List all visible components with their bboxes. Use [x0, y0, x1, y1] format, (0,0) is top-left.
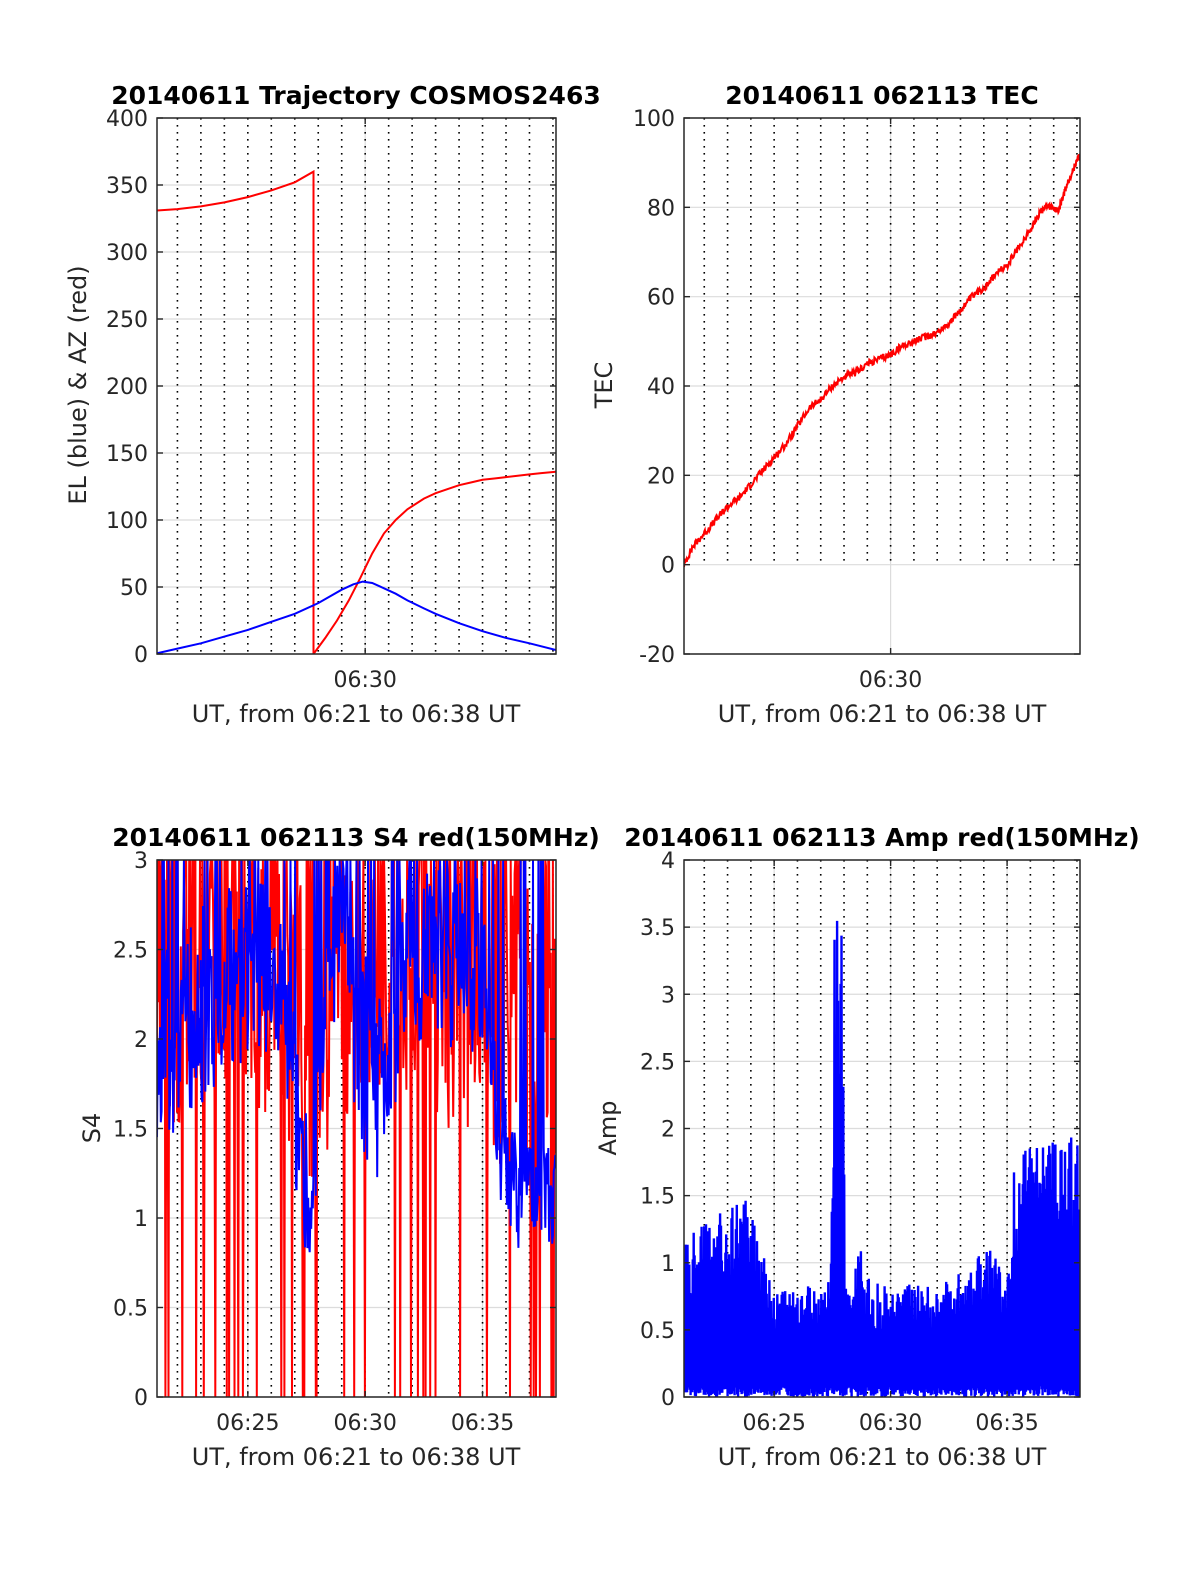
tec-title: 20140611 062113 TEC	[725, 81, 1038, 110]
tec-ytick-label: 100	[633, 107, 675, 132]
trajectory-xtick-label: 06:30	[333, 668, 396, 693]
amp-series-blue-line	[684, 920, 1080, 1397]
amp-ytick-label: 1	[661, 1252, 675, 1277]
amp-title: 20140611 062113 Amp red(150MHz)	[624, 823, 1140, 852]
amp-data	[684, 920, 1080, 1397]
trajectory-ytick-label: 200	[106, 375, 148, 400]
tec-series-red-line	[684, 153, 1080, 568]
amp-ytick-label: 0	[661, 1386, 675, 1411]
tec-ylabel: TEC	[590, 362, 618, 410]
tec-xtick-label: 06:30	[859, 668, 922, 693]
tec-ytick-label: 80	[647, 196, 675, 221]
tec-ytick-label: 0	[661, 554, 675, 579]
s4-title: 20140611 062113 S4 red(150MHz)	[112, 823, 600, 852]
tec-xlabel: UT, from 06:21 to 06:38 UT	[718, 700, 1047, 728]
trajectory-ylabel: EL (blue) & AZ (red)	[64, 265, 92, 504]
amp-xtick-label: 06:25	[742, 1411, 805, 1436]
tec-ytick-label: -20	[639, 643, 675, 668]
s4-series-blue-line	[157, 860, 556, 1253]
amp-ytick-label: 3.5	[640, 916, 675, 941]
s4-xtick-label: 06:35	[451, 1411, 514, 1436]
trajectory-ytick-label: 50	[120, 576, 148, 601]
s4-ytick-label: 2.5	[113, 939, 148, 964]
amp-xlabel: UT, from 06:21 to 06:38 UT	[718, 1443, 1047, 1471]
amp-ytick-label: 2	[661, 1118, 675, 1143]
s4-ytick-label: 1.5	[113, 1118, 148, 1143]
s4-ytick-label: 2	[134, 1028, 148, 1053]
amp-ytick-label: 3	[661, 983, 675, 1008]
s4-ytick-label: 1	[134, 1207, 148, 1232]
trajectory-ytick-label: 300	[106, 241, 148, 266]
s4-ytick-label: 3	[134, 849, 148, 874]
tec-data	[684, 153, 1080, 568]
s4-ytick-label: 0.5	[113, 1297, 148, 1322]
trajectory-ytick-label: 350	[106, 174, 148, 199]
amp-ytick-label: 2.5	[640, 1050, 675, 1075]
amp-ytick-label: 0.5	[640, 1319, 675, 1344]
trajectory-data	[157, 169, 556, 654]
trajectory-series-red-line	[157, 169, 556, 654]
trajectory-ytick-label: 0	[134, 643, 148, 668]
amp-xtick-label: 06:35	[975, 1411, 1038, 1436]
tec-panel: 20140611 062113 TEC UT, from 06:21 to 06…	[590, 81, 1081, 728]
trajectory-ytick-label: 100	[106, 509, 148, 534]
s4-ylabel: S4	[78, 1113, 106, 1144]
amp-xtick-label: 06:30	[859, 1411, 922, 1436]
amp-ylabel: Amp	[594, 1100, 622, 1155]
s4-ytick-label: 0	[134, 1386, 148, 1411]
s4-xlabel: UT, from 06:21 to 06:38 UT	[192, 1443, 521, 1471]
tec-ytick-label: 20	[647, 464, 675, 489]
s4-data	[157, 860, 556, 1397]
trajectory-title: 20140611 Trajectory COSMOS2463	[111, 81, 601, 110]
tec-ytick-label: 40	[647, 375, 675, 400]
amp-panel: 20140611 062113 Amp red(150MHz) UT, from…	[594, 823, 1140, 1471]
s4-xtick-label: 06:25	[216, 1411, 279, 1436]
s4-panel: 20140611 062113 S4 red(150MHz) UT, from …	[78, 823, 600, 1471]
s4-xtick-label: 06:30	[333, 1411, 396, 1436]
trajectory-xlabel: UT, from 06:21 to 06:38 UT	[192, 700, 521, 728]
trajectory-series-blue-line	[157, 580, 556, 654]
amp-ytick-label: 4	[661, 849, 675, 874]
trajectory-panel: 20140611 Trajectory COSMOS2463 UT, from …	[64, 81, 601, 728]
amp-ytick-label: 1.5	[640, 1185, 675, 1210]
trajectory-ytick-label: 400	[106, 107, 148, 132]
tec-ytick-label: 60	[647, 286, 675, 311]
trajectory-ytick-label: 250	[106, 308, 148, 333]
trajectory-ytick-label: 150	[106, 442, 148, 467]
